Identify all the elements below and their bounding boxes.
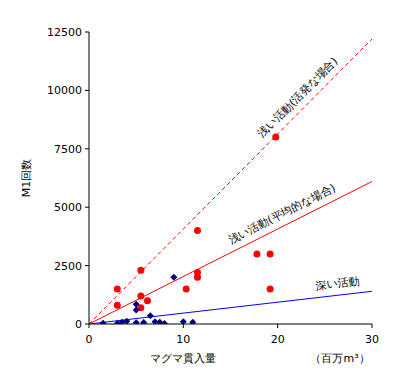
y-tick-label: 7500: [54, 143, 82, 156]
y-tick: [85, 90, 89, 91]
y-axis-label: M1回数: [20, 159, 33, 198]
y-tick-label: 2500: [54, 260, 82, 273]
x-tick: [89, 324, 90, 328]
scatter-point: [133, 319, 140, 324]
y-tick: [85, 32, 89, 33]
scatter-point: [133, 306, 140, 313]
y-tick-label: 10000: [47, 84, 82, 97]
scatter-point: [161, 320, 168, 324]
scatter-point: [194, 227, 201, 234]
x-tick: [277, 324, 278, 328]
x-tick-label: 0: [86, 333, 93, 346]
scatter-point: [183, 285, 190, 292]
x-tick-label: 10: [176, 333, 190, 346]
scatter-point: [137, 267, 144, 274]
x-tick-label: 30: [365, 333, 379, 346]
scatter-point: [267, 285, 274, 292]
y-tick: [85, 265, 89, 266]
scatter-point: [194, 274, 201, 281]
scatter-point: [189, 319, 196, 324]
line-label: 深い活動: [315, 275, 360, 293]
scatter-point: [140, 319, 147, 324]
scatter-point: [137, 292, 144, 299]
y-tick: [85, 148, 89, 149]
y-tick: [85, 324, 89, 325]
scatter-point: [144, 297, 151, 304]
y-tick-label: 0: [75, 318, 82, 331]
scatter-point: [114, 285, 121, 292]
line-label: 浅い活動(平均的な場合): [226, 182, 338, 247]
y-tick: [85, 207, 89, 208]
scatter-point: [267, 250, 274, 257]
scatter-point: [147, 312, 154, 319]
scatter-point: [272, 134, 279, 141]
x-tick: [372, 324, 373, 328]
x-tick-label: 20: [271, 333, 285, 346]
scatter-point: [180, 318, 187, 324]
series-line: [89, 39, 372, 324]
chart: 0 2500 5000 7500 10000 12500 0 10 20 30 マグマ貫入量 M1回数…: [0, 0, 398, 384]
series-line: [89, 182, 372, 324]
annotation: （百万m³）: [310, 352, 369, 365]
x-tick: [183, 324, 184, 328]
x-axis: [89, 324, 372, 325]
scatter-point: [123, 318, 130, 324]
x-axis-label: マグマ貫入量: [150, 352, 216, 365]
y-tick-label: 12500: [47, 26, 82, 39]
line-label: 浅い活動(活発な場合): [255, 55, 340, 141]
plot-marks: [89, 39, 372, 324]
y-axis: [89, 32, 90, 324]
scatter-point: [100, 320, 107, 324]
scatter-point: [114, 302, 121, 309]
y-tick-label: 5000: [54, 201, 82, 214]
scatter-point: [170, 274, 177, 281]
series-line: [89, 291, 372, 324]
scatter-point: [253, 250, 260, 257]
